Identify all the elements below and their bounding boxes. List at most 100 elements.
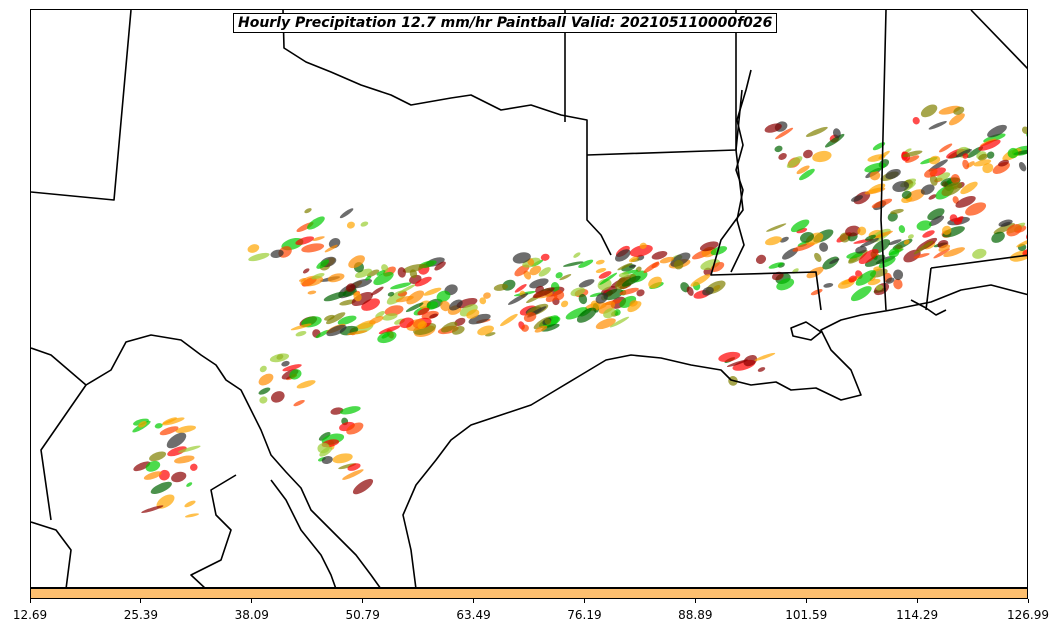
paintball-blob: [987, 124, 1007, 138]
paintball-blob: [962, 153, 969, 159]
paintball-blob: [779, 236, 789, 243]
paintball-blob: [790, 219, 810, 233]
paintball-blob: [307, 290, 317, 295]
paintball-blob: [941, 182, 963, 196]
paintball-blob: [867, 278, 881, 286]
paintball-blob: [885, 168, 901, 180]
paintball-blob: [541, 323, 560, 332]
colorbar: [30, 588, 1028, 599]
paintball-blob: [573, 252, 581, 258]
paintball-blob: [851, 195, 863, 202]
coastline: [910, 299, 947, 316]
state-border: [925, 267, 932, 311]
paintball-blob: [775, 127, 794, 140]
paintball-blob: [998, 219, 1013, 227]
paintball-blob: [184, 500, 196, 508]
paintball-blob: [154, 423, 163, 429]
paintball-blob: [786, 156, 803, 169]
paintball-blob: [920, 184, 935, 195]
paintball-blob: [829, 258, 840, 265]
paintball-blob: [543, 315, 559, 328]
paintball-blob: [185, 513, 199, 518]
paintball-blob: [578, 279, 595, 288]
colorbar-tick-label: 114.29: [896, 608, 939, 622]
paintball-blob: [171, 471, 187, 483]
paintball-blob: [529, 265, 542, 276]
paintball-blob: [1022, 249, 1027, 257]
paintball-blob: [398, 284, 416, 294]
coastline: [790, 321, 822, 341]
paintball-blob: [873, 266, 881, 272]
paintball-blob: [399, 317, 414, 329]
paintball-blob: [898, 225, 906, 234]
paintball-blob: [289, 369, 302, 380]
paintball-blob: [578, 293, 588, 305]
state-border: [880, 10, 887, 311]
paintball-blob: [799, 232, 815, 243]
paintball-blob: [351, 291, 373, 307]
paintball-blob: [796, 227, 808, 234]
paintball-blob: [281, 360, 290, 367]
paintball-blob: [686, 286, 694, 296]
paintball-blob: [860, 238, 879, 248]
paintball-blob: [726, 359, 748, 367]
map-panel: [30, 9, 1028, 588]
paintball-blob: [598, 271, 612, 279]
paintball-blob: [145, 460, 161, 472]
paintball-blob: [405, 302, 424, 313]
paintball-blob: [159, 426, 179, 436]
paintball-blob: [867, 154, 886, 162]
paintball-blob: [346, 422, 364, 435]
paintball-blob: [248, 252, 270, 262]
colorbar-tick: [29, 599, 31, 603]
paintball-blob: [371, 286, 384, 296]
paintball-blob: [339, 299, 356, 306]
paintball-blob: [805, 126, 828, 137]
paintball-blob: [326, 312, 346, 325]
country-border: [270, 479, 337, 587]
paintball-blob: [855, 246, 867, 254]
paintball-blob: [360, 221, 369, 227]
paintball-blob: [792, 268, 799, 274]
paintball-blob: [928, 121, 947, 130]
paintball-blob: [376, 270, 386, 276]
paintball-blob: [512, 252, 531, 264]
paintball-blob: [353, 291, 362, 302]
paintball-blob: [765, 236, 782, 246]
colorbar-tick: [805, 599, 807, 603]
paintball-blob: [553, 290, 565, 301]
paintball-blob: [578, 259, 594, 268]
paintball-blob: [929, 175, 938, 186]
paintball-blob: [699, 241, 719, 252]
paintball-blob: [743, 354, 758, 367]
paintball-blob: [776, 278, 795, 291]
paintball-blob: [365, 275, 372, 281]
paintball-blob: [872, 142, 886, 151]
paintball-blob: [927, 208, 945, 221]
paintball-blob: [366, 269, 380, 277]
paintball-blob: [643, 261, 660, 274]
paintball-blob: [175, 425, 197, 434]
paintball-blob: [323, 291, 347, 302]
paintball-blob: [901, 190, 912, 199]
paintball-blob: [766, 223, 787, 232]
paintball-blob: [619, 287, 639, 296]
paintball-blob: [905, 155, 920, 163]
paintball-blob: [156, 494, 175, 509]
paintball-blob: [916, 220, 932, 231]
paintball-blob: [628, 264, 637, 268]
paintball-blob: [636, 289, 645, 297]
paintball-blob: [559, 274, 572, 281]
paintball-blob: [440, 300, 451, 312]
paintball-blob: [812, 150, 832, 163]
paintball-blob: [955, 149, 972, 158]
paintball-blob: [960, 181, 978, 195]
paintball-blob: [953, 106, 965, 115]
paintball-blob: [615, 249, 631, 262]
paintball-blob: [166, 432, 187, 449]
paintball-blob: [326, 324, 347, 337]
paintball-blob: [810, 288, 823, 296]
colorbar-tick: [251, 599, 253, 603]
paintball-blob: [315, 329, 329, 339]
country-border: [40, 384, 87, 521]
